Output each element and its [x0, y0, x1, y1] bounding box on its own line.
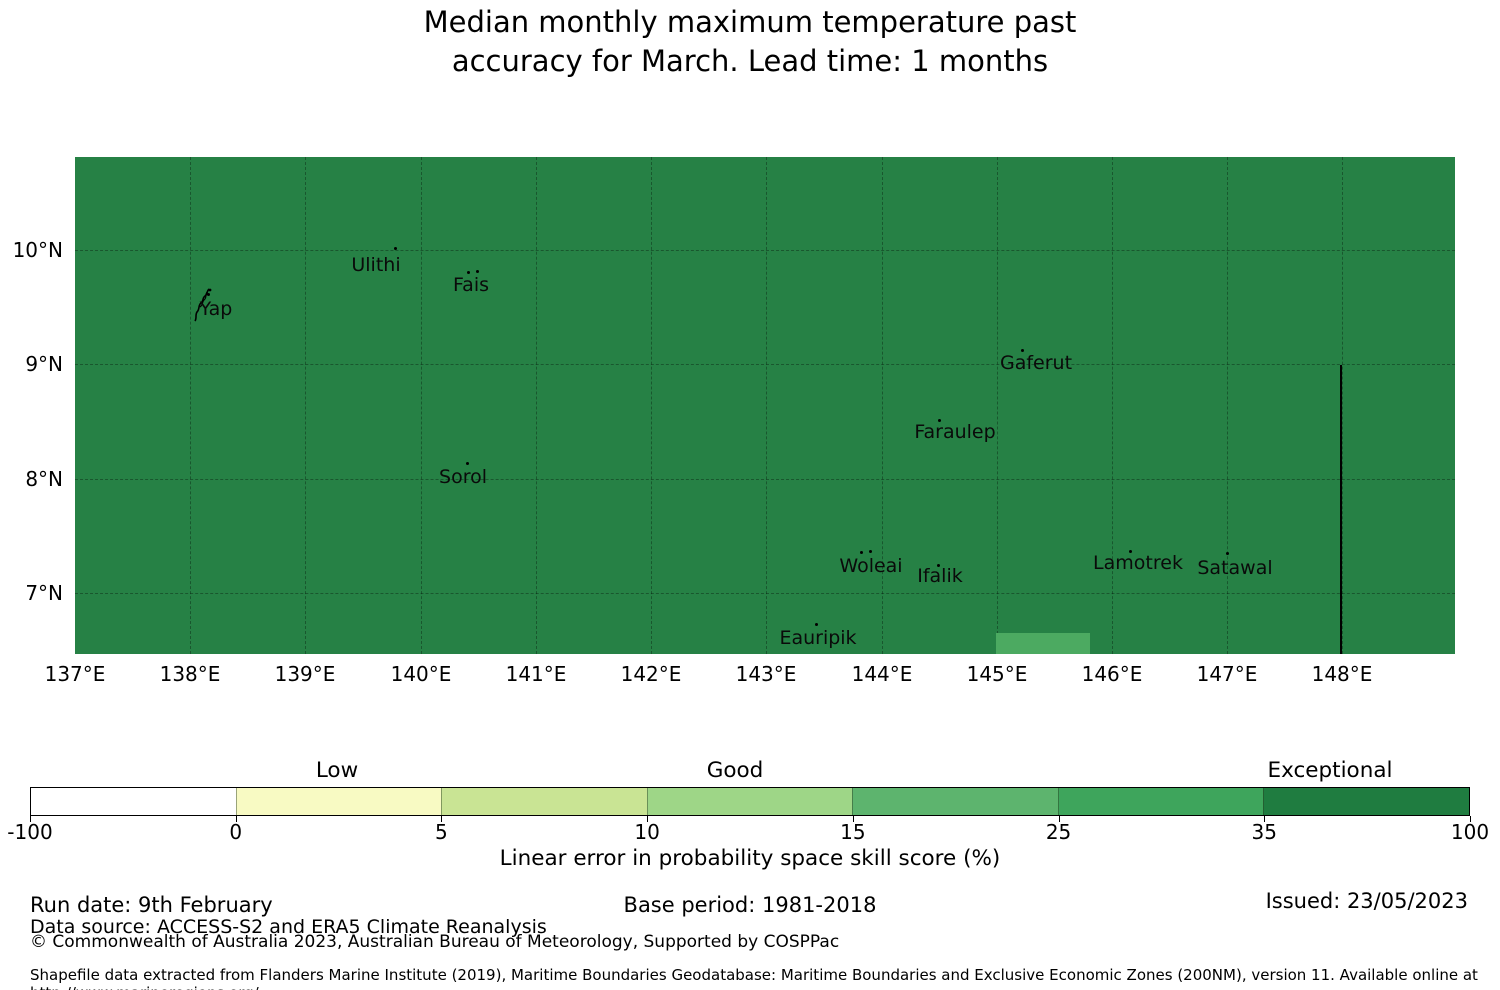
gridline-vertical — [1227, 157, 1228, 654]
figure-title: Median monthly maximum temperature past … — [0, 3, 1500, 81]
x-axis-tick-label: 145°E — [966, 662, 1028, 686]
colorbar — [30, 787, 1470, 816]
island-dot — [466, 462, 469, 465]
x-axis-tick-label: 139°E — [274, 662, 336, 686]
island-label: Fais — [452, 274, 490, 296]
colorbar-category-label: Good — [706, 758, 764, 783]
island-dot — [1226, 552, 1229, 555]
colorbar-tick-label: 5 — [435, 820, 448, 844]
gridline-vertical — [1112, 157, 1113, 654]
colorbar-tick-mark — [1470, 816, 1471, 822]
skill-score-patch — [996, 633, 1090, 654]
y-axis-tick-label: 9°N — [25, 352, 63, 376]
x-axis-tick-label: 141°E — [505, 662, 567, 686]
island-dot — [476, 270, 479, 273]
colorbar-segment — [852, 788, 1058, 815]
colorbar-category-label: Exceptional — [1267, 758, 1393, 783]
run-date-text: Run date: 9th February — [30, 893, 273, 917]
x-axis-tick-label: 147°E — [1196, 662, 1258, 686]
colorbar-tick-mark — [1058, 816, 1060, 822]
island-dot — [937, 564, 940, 567]
gridline-vertical — [536, 157, 537, 654]
colorbar-tick-label: 25 — [1045, 820, 1072, 844]
colorbar-segment — [31, 788, 236, 815]
island-dot — [467, 271, 470, 274]
colorbar-tick-mark — [235, 816, 237, 822]
gridline-horizontal — [75, 593, 1455, 594]
gridline-horizontal — [75, 364, 1455, 365]
island-label: Lamotrek — [1093, 552, 1183, 574]
colorbar-segment — [235, 788, 442, 815]
base-period-text: Base period: 1981-2018 — [623, 893, 877, 917]
island-label: Gaferut — [999, 352, 1073, 374]
x-axis-tick-label: 143°E — [735, 662, 797, 686]
island-dot — [860, 551, 863, 554]
colorbar-tick-mark — [852, 816, 854, 822]
gridline-horizontal — [75, 479, 1455, 480]
x-axis-tick-label: 146°E — [1081, 662, 1143, 686]
island-label: Satawal — [1197, 557, 1273, 579]
colorbar-tick-label: 35 — [1251, 820, 1278, 844]
colorbar-tick-label: -100 — [7, 820, 53, 844]
island-dot — [1129, 550, 1132, 553]
island-dot — [869, 550, 872, 553]
x-axis-tick-label: 140°E — [390, 662, 452, 686]
gridline-vertical — [997, 157, 998, 654]
copyright-text: © Commonwealth of Australia 2023, Austra… — [30, 932, 840, 952]
island-label: Eauripik — [779, 627, 857, 649]
gridline-vertical — [882, 157, 883, 654]
colorbar-segment — [1057, 788, 1264, 815]
gridline-vertical — [421, 157, 422, 654]
colorbar-tick-mark — [441, 816, 443, 822]
x-axis-tick-label: 138°E — [159, 662, 221, 686]
x-axis-tick-label: 148°E — [1311, 662, 1373, 686]
yap-island-shape — [194, 288, 212, 322]
eez-boundary-line — [1340, 365, 1342, 654]
colorbar-tick-label: 0 — [229, 820, 243, 844]
map-canvas: Ulithi Fais Yap Gaferut Faraulep Sorol Woleai I… — [75, 157, 1455, 654]
figure-title-line2: accuracy for March. Lead time: 1 months — [451, 44, 1049, 78]
data-source-text: Data source: ACCESS-S2 and ERA5 Climate … — [30, 916, 547, 938]
colorbar-tick-label: 10 — [634, 820, 660, 844]
gridline-vertical — [766, 157, 767, 654]
colorbar-segment — [441, 788, 647, 815]
x-axis-tick-label: 144°E — [851, 662, 913, 686]
island-label: Ifalik — [917, 565, 963, 587]
gridline-horizontal — [75, 250, 1455, 251]
y-axis-tick-label: 8°N — [25, 467, 63, 491]
island-dot — [1021, 349, 1024, 352]
gridline-vertical — [190, 157, 191, 654]
x-axis-tick-label: 137°E — [44, 662, 106, 686]
island-label: Sorol — [439, 466, 487, 488]
island-dot — [815, 623, 818, 626]
island-dot — [938, 419, 941, 422]
colorbar-tick-mark — [30, 816, 31, 822]
y-axis-tick-label: 7°N — [25, 581, 63, 605]
colorbar-tick-mark — [1264, 816, 1266, 822]
island-label: Yap — [199, 298, 233, 320]
island-label: Woleai — [839, 555, 903, 577]
colorbar-tick-mark — [647, 816, 649, 822]
colorbar-category-label: Low — [315, 758, 359, 783]
x-axis-tick-label: 142°E — [620, 662, 682, 686]
colorbar-tick-label: 15 — [840, 820, 866, 844]
y-axis-tick-label: 10°N — [12, 238, 63, 262]
island-label: Faraulep — [914, 421, 996, 443]
gridline-vertical — [305, 157, 306, 654]
gridline-vertical — [1342, 157, 1343, 654]
shapefile-attribution-text: Shapefile data extracted from Flanders M… — [30, 966, 1478, 990]
island-dot — [394, 247, 397, 250]
issued-date-text: Issued: 23/05/2023 — [1265, 889, 1468, 913]
figure-title-line1: Median monthly maximum temperature past — [423, 5, 1077, 39]
colorbar-axis-label: Linear error in probability space skill … — [499, 846, 1001, 871]
island-label: Ulithi — [351, 254, 401, 276]
colorbar-tick-label: 100 — [1450, 820, 1490, 844]
colorbar-segment — [1263, 788, 1470, 815]
gridline-vertical — [651, 157, 652, 654]
island-dot — [207, 293, 210, 296]
colorbar-segment — [646, 788, 853, 815]
